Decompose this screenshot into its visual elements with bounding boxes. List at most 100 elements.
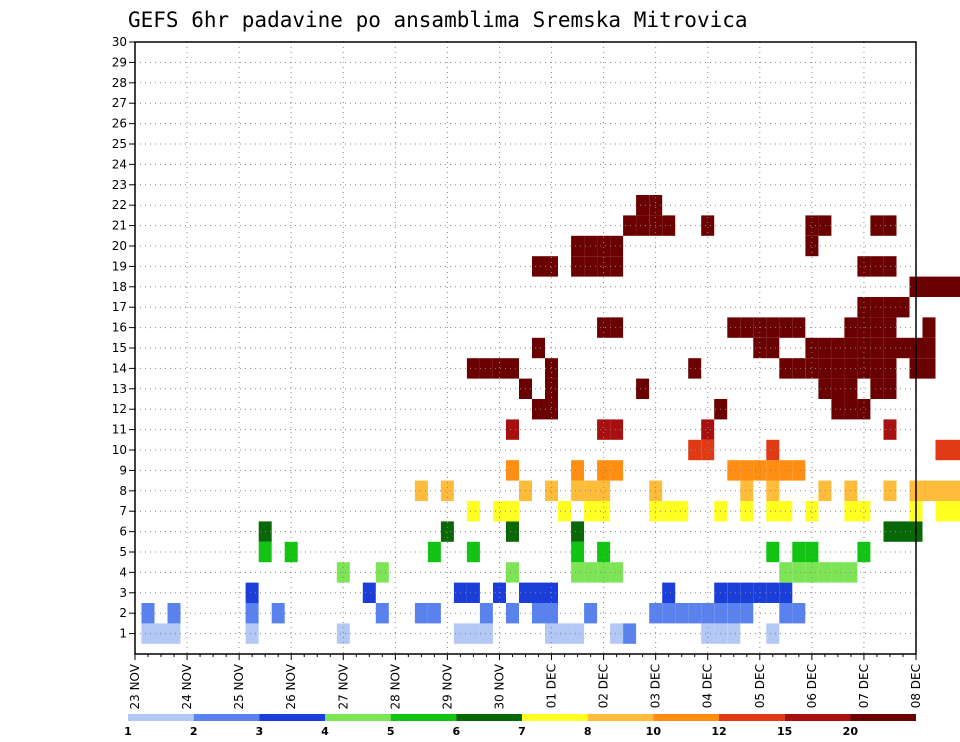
heatmap-cell — [167, 623, 181, 644]
heatmap-cell — [427, 603, 441, 624]
heatmap-cell — [766, 337, 780, 359]
heatmap-cell — [948, 276, 960, 297]
y-tick-label: 8 — [119, 484, 127, 498]
colorbar-swatch — [784, 714, 851, 721]
heatmap-cell — [545, 399, 558, 420]
colorbar-swatch — [128, 714, 194, 721]
heatmap-cell — [662, 501, 676, 522]
colorbar-swatch — [390, 714, 457, 721]
heatmap-cell — [896, 521, 910, 542]
heatmap-cell — [427, 541, 441, 563]
heatmap-cell — [727, 582, 741, 603]
heatmap-cell — [610, 235, 624, 257]
heatmap-cell — [571, 623, 585, 644]
heatmap-cell — [792, 603, 806, 624]
heatmap-cell — [792, 460, 806, 481]
heatmap-cell — [545, 378, 558, 399]
colorbar-swatch — [653, 714, 719, 721]
heatmap-cell — [245, 623, 259, 644]
heatmap-cell — [766, 480, 780, 501]
heatmap-cell — [675, 603, 689, 624]
heatmap-cell — [935, 501, 949, 522]
heatmap-cell — [831, 562, 845, 583]
heatmap-cell — [636, 195, 650, 216]
heatmap-cell — [870, 358, 884, 379]
heatmap-cell — [701, 439, 715, 461]
heatmap-cell — [857, 501, 871, 522]
heatmap-cell — [805, 215, 819, 236]
heatmap-cell — [727, 623, 741, 644]
heatmap-cell — [141, 623, 155, 644]
heatmap-cell — [896, 337, 910, 359]
heatmap-cell — [440, 521, 454, 542]
colorbar-swatch — [719, 714, 785, 721]
colorbar-swatch — [850, 714, 916, 721]
heatmap-cell — [688, 358, 702, 379]
colorbar-label: 1 — [124, 725, 132, 738]
colorbar-swatch — [193, 714, 260, 721]
x-tick-label: 01 DEC — [545, 664, 559, 708]
x-tick-label: 23 NOV — [128, 663, 142, 709]
heatmap-cell — [610, 460, 624, 481]
heatmap-cell — [831, 337, 845, 359]
heatmap-cell — [818, 215, 832, 236]
heatmap-cell — [662, 582, 676, 603]
colorbar-label: 2 — [190, 725, 198, 738]
heatmap-cell — [753, 460, 767, 481]
y-tick-label: 12 — [112, 402, 127, 416]
colorbar-swatch — [259, 714, 325, 721]
colorbar-swatch — [522, 714, 588, 721]
y-tick-label: 20 — [112, 239, 127, 253]
heatmap-cell — [610, 562, 624, 583]
heatmap-cell — [857, 256, 871, 277]
heatmap-cell — [610, 317, 624, 338]
heatmap-cell — [597, 460, 611, 481]
heatmap-cell — [571, 256, 585, 277]
heatmap-cell — [740, 480, 754, 501]
heatmap-cell — [701, 215, 715, 236]
y-tick-label: 9 — [119, 463, 127, 477]
colorbar-swatch — [587, 714, 654, 721]
heatmap-cell — [545, 623, 558, 644]
heatmap-cell — [440, 480, 454, 501]
y-tick-label: 7 — [119, 504, 127, 518]
y-tick-label: 25 — [112, 137, 127, 151]
heatmap-cell — [167, 603, 181, 624]
y-tick-label: 18 — [112, 280, 127, 294]
heatmap-cell — [792, 358, 806, 379]
heatmap-cell — [532, 603, 545, 624]
heatmap-cell — [935, 276, 949, 297]
heatmap-cell — [636, 215, 650, 236]
heatmap-cell — [571, 521, 585, 542]
heatmap-cell — [857, 399, 871, 420]
y-tick-label: 21 — [112, 219, 127, 233]
heatmap-cell — [701, 603, 715, 624]
heatmap-cell — [740, 582, 754, 603]
heatmap-cell — [818, 562, 832, 583]
heatmap-cell — [610, 256, 624, 277]
heatmap-cell — [571, 480, 585, 501]
heatmap-cell — [375, 603, 389, 624]
heatmap-cell — [922, 480, 936, 501]
y-tick-label: 3 — [119, 586, 127, 600]
heatmap-cell — [532, 256, 545, 277]
y-tick-label: 14 — [112, 361, 127, 375]
y-tick-label: 28 — [112, 76, 127, 90]
heatmap-cell — [727, 460, 741, 481]
heatmap-cell — [506, 358, 519, 379]
heatmap-cell — [245, 603, 259, 624]
heatmap-cell — [727, 317, 741, 338]
heatmap-cell — [571, 235, 585, 257]
heatmap-cell — [766, 460, 780, 481]
heatmap-cell — [701, 623, 715, 644]
heatmap-cell — [766, 501, 780, 522]
heatmap-cell — [935, 480, 949, 501]
heatmap-cell — [466, 582, 480, 603]
heatmap-cell — [506, 501, 519, 522]
x-tick-label: 07 DEC — [857, 664, 871, 708]
heatmap-cell — [271, 603, 285, 624]
x-tick-label: 27 NOV — [336, 663, 350, 709]
colorbar-swatch — [456, 714, 522, 721]
heatmap-cell — [336, 623, 350, 644]
